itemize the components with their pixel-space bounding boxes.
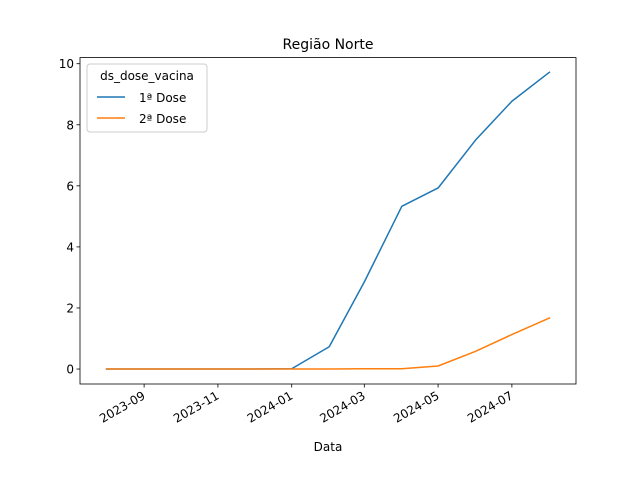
legend-box (86, 63, 208, 133)
legend-label-1a-dose: 1ª Dose (139, 91, 186, 105)
y-axis: 0 2 4 6 8 10 (59, 57, 80, 377)
y-tick-label: 4 (66, 240, 74, 254)
y-tick-label: 8 (66, 118, 74, 132)
series-line-2 (105, 317, 551, 370)
legend: ds_dose_vacina 1ª Dose 2ª Dose (86, 63, 208, 133)
y-tick-label: 6 (66, 179, 74, 193)
y-tick-label: 10 (59, 57, 74, 71)
legend-title: ds_dose_vacina (100, 69, 194, 83)
chart-title: Região Norte (283, 37, 374, 53)
legend-label-2a-dose: 2ª Dose (139, 112, 186, 126)
series-layer (105, 71, 551, 370)
plot-frame (79, 57, 577, 385)
y-tick-label: 0 (66, 363, 74, 377)
x-axis-label: Data (314, 440, 343, 454)
y-tick-label: 2 (66, 301, 74, 315)
